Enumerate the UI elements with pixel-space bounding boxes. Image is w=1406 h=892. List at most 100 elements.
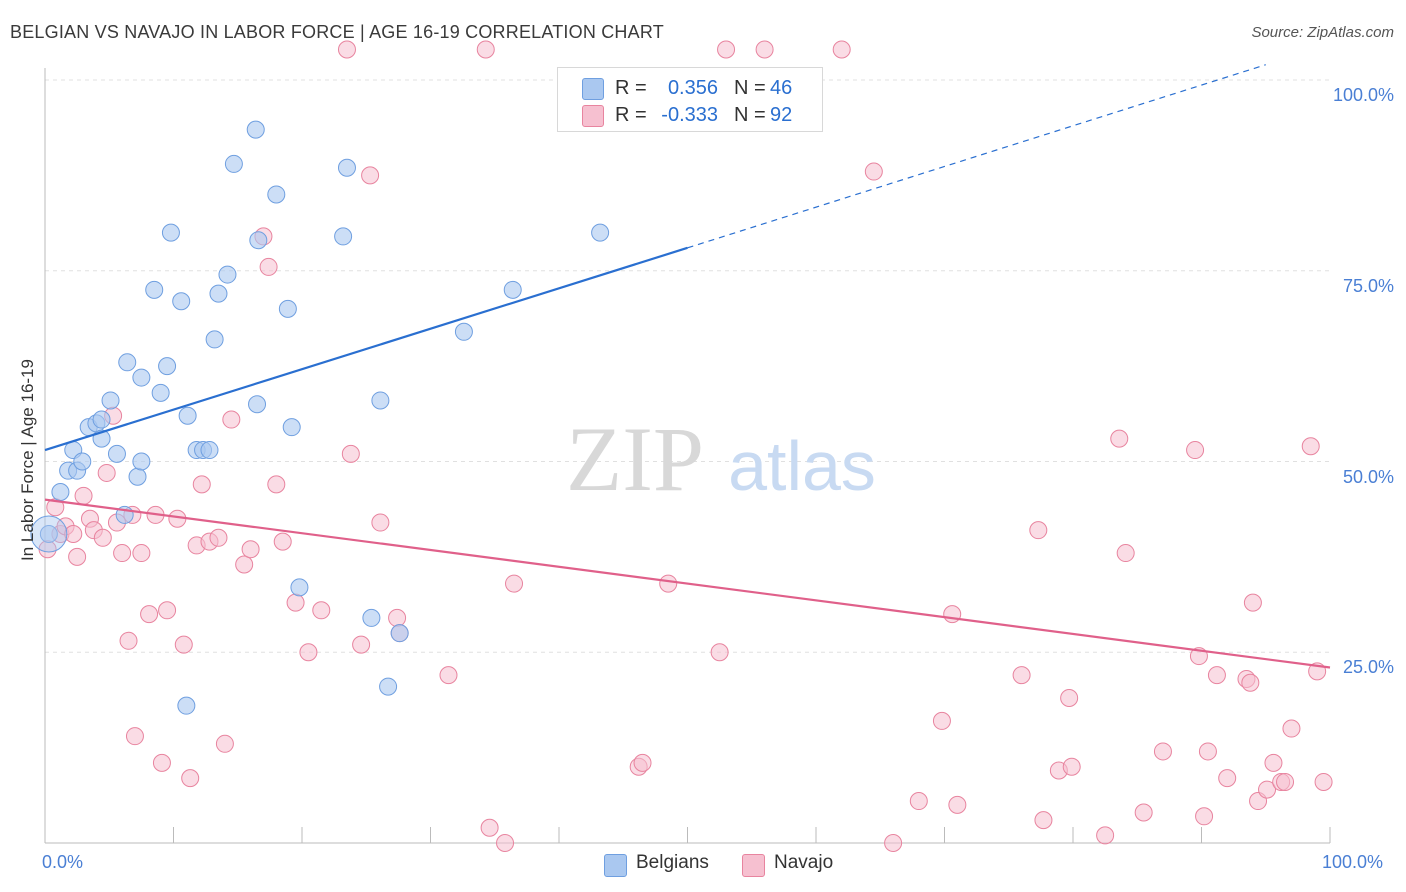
belgians-point xyxy=(151,383,170,402)
navajo-point xyxy=(884,834,903,852)
navajo-point xyxy=(1198,742,1217,761)
navajo-point xyxy=(1096,826,1115,845)
navajo-point xyxy=(1243,593,1262,612)
navajo-point xyxy=(74,486,93,505)
n-value: 46 xyxy=(770,77,793,99)
belgians-trend-line xyxy=(44,246,688,452)
belgians-point xyxy=(128,467,147,486)
r-label: R = xyxy=(615,104,647,126)
navajo-point xyxy=(1282,719,1301,738)
watermark: ZIP atlas xyxy=(566,408,876,510)
navajo-point xyxy=(97,463,116,482)
navajo-point xyxy=(352,635,371,654)
belgians-point xyxy=(249,231,268,250)
navajo-point xyxy=(1029,521,1048,540)
navajo-point xyxy=(659,574,678,593)
belgians-point xyxy=(267,185,286,204)
belgians-point xyxy=(337,158,356,177)
belgians-points xyxy=(30,120,610,715)
navajo-point xyxy=(181,769,200,788)
belgians-swatch xyxy=(604,854,627,877)
navajo-swatch xyxy=(742,854,765,877)
navajo-point xyxy=(1034,811,1053,830)
navajo-point xyxy=(1258,780,1277,799)
belgians-point xyxy=(224,154,243,173)
belgians-point xyxy=(200,441,219,460)
navajo-point xyxy=(119,631,138,650)
navajo-point xyxy=(388,608,407,627)
belgians-point xyxy=(282,418,301,437)
belgians-point xyxy=(158,357,177,376)
belgians-point xyxy=(161,223,180,242)
navajo-point xyxy=(341,444,360,463)
navajo-point xyxy=(439,666,458,685)
belgians-point xyxy=(290,578,309,597)
belgians-point xyxy=(205,330,224,349)
watermark-atlas: atlas xyxy=(728,427,876,505)
stats-legend: R = 0.356 N = 46 R = -0.333 N = 92 xyxy=(557,67,823,132)
belgians-point xyxy=(278,299,297,318)
navajo-point xyxy=(832,40,851,59)
navajo-point xyxy=(1062,757,1081,776)
navajo-point xyxy=(932,711,951,730)
legend-label: Belgians xyxy=(636,852,709,873)
navajo-point xyxy=(132,544,151,563)
belgians-point xyxy=(107,444,126,463)
navajo-point xyxy=(1264,753,1283,772)
watermark-zip: ZIP xyxy=(566,408,704,510)
belgians-point xyxy=(118,353,137,372)
belgians-point xyxy=(503,280,522,299)
navajo-point xyxy=(943,605,962,624)
y-tick-label: 100.0% xyxy=(1332,85,1394,105)
navajo-point xyxy=(273,532,292,551)
navajo-trend-line xyxy=(44,498,1331,669)
navajo-swatch xyxy=(582,105,604,127)
x-tick-label: 100.0% xyxy=(1322,852,1384,872)
r-value: 0.356 xyxy=(667,77,718,99)
belgians-point xyxy=(39,524,58,543)
belgians-point xyxy=(371,391,390,410)
legend-label: Navajo xyxy=(774,852,834,873)
navajo-point xyxy=(125,727,144,746)
n-value: 92 xyxy=(770,104,793,126)
navajo-point xyxy=(909,792,928,811)
navajo-point xyxy=(371,513,390,532)
navajo-point xyxy=(337,40,356,59)
y-tick-label: 25.0% xyxy=(1342,657,1394,678)
navajo-point xyxy=(505,574,524,593)
navajo-point xyxy=(1195,807,1214,826)
y-axis-label: In Labor Force | Age 16-19 xyxy=(18,359,37,561)
y-tick-label: 75.0% xyxy=(1342,275,1394,296)
belgians-point xyxy=(591,223,610,242)
navajo-point xyxy=(496,834,515,852)
navajo-point xyxy=(286,593,305,612)
belgians-point xyxy=(92,410,111,429)
r-value: -0.333 xyxy=(661,104,718,126)
belgians-point xyxy=(132,452,151,471)
navajo-point xyxy=(267,475,286,494)
navajo-point xyxy=(1153,742,1172,761)
navajo-point xyxy=(215,734,234,753)
navajo-point xyxy=(948,795,967,814)
belgians-point xyxy=(390,624,409,643)
r-label: R = xyxy=(615,77,647,99)
navajo-point xyxy=(1134,803,1153,822)
belgians-point xyxy=(209,284,228,303)
navajo-point xyxy=(312,601,331,620)
navajo-point xyxy=(1314,772,1333,791)
navajo-point xyxy=(1301,437,1320,456)
belgians-point xyxy=(101,391,120,410)
navajo-point xyxy=(710,643,729,662)
belgians-point xyxy=(246,120,265,139)
navajo-point xyxy=(158,601,177,620)
navajo-point xyxy=(633,753,652,772)
navajo-point xyxy=(174,635,193,654)
axes xyxy=(44,68,1331,844)
belgians-point xyxy=(334,227,353,246)
navajo-point xyxy=(299,643,318,662)
belgians-point xyxy=(172,292,191,311)
navajo-point xyxy=(1241,673,1260,692)
navajo-point xyxy=(140,605,159,624)
navajo-point xyxy=(1116,544,1135,563)
